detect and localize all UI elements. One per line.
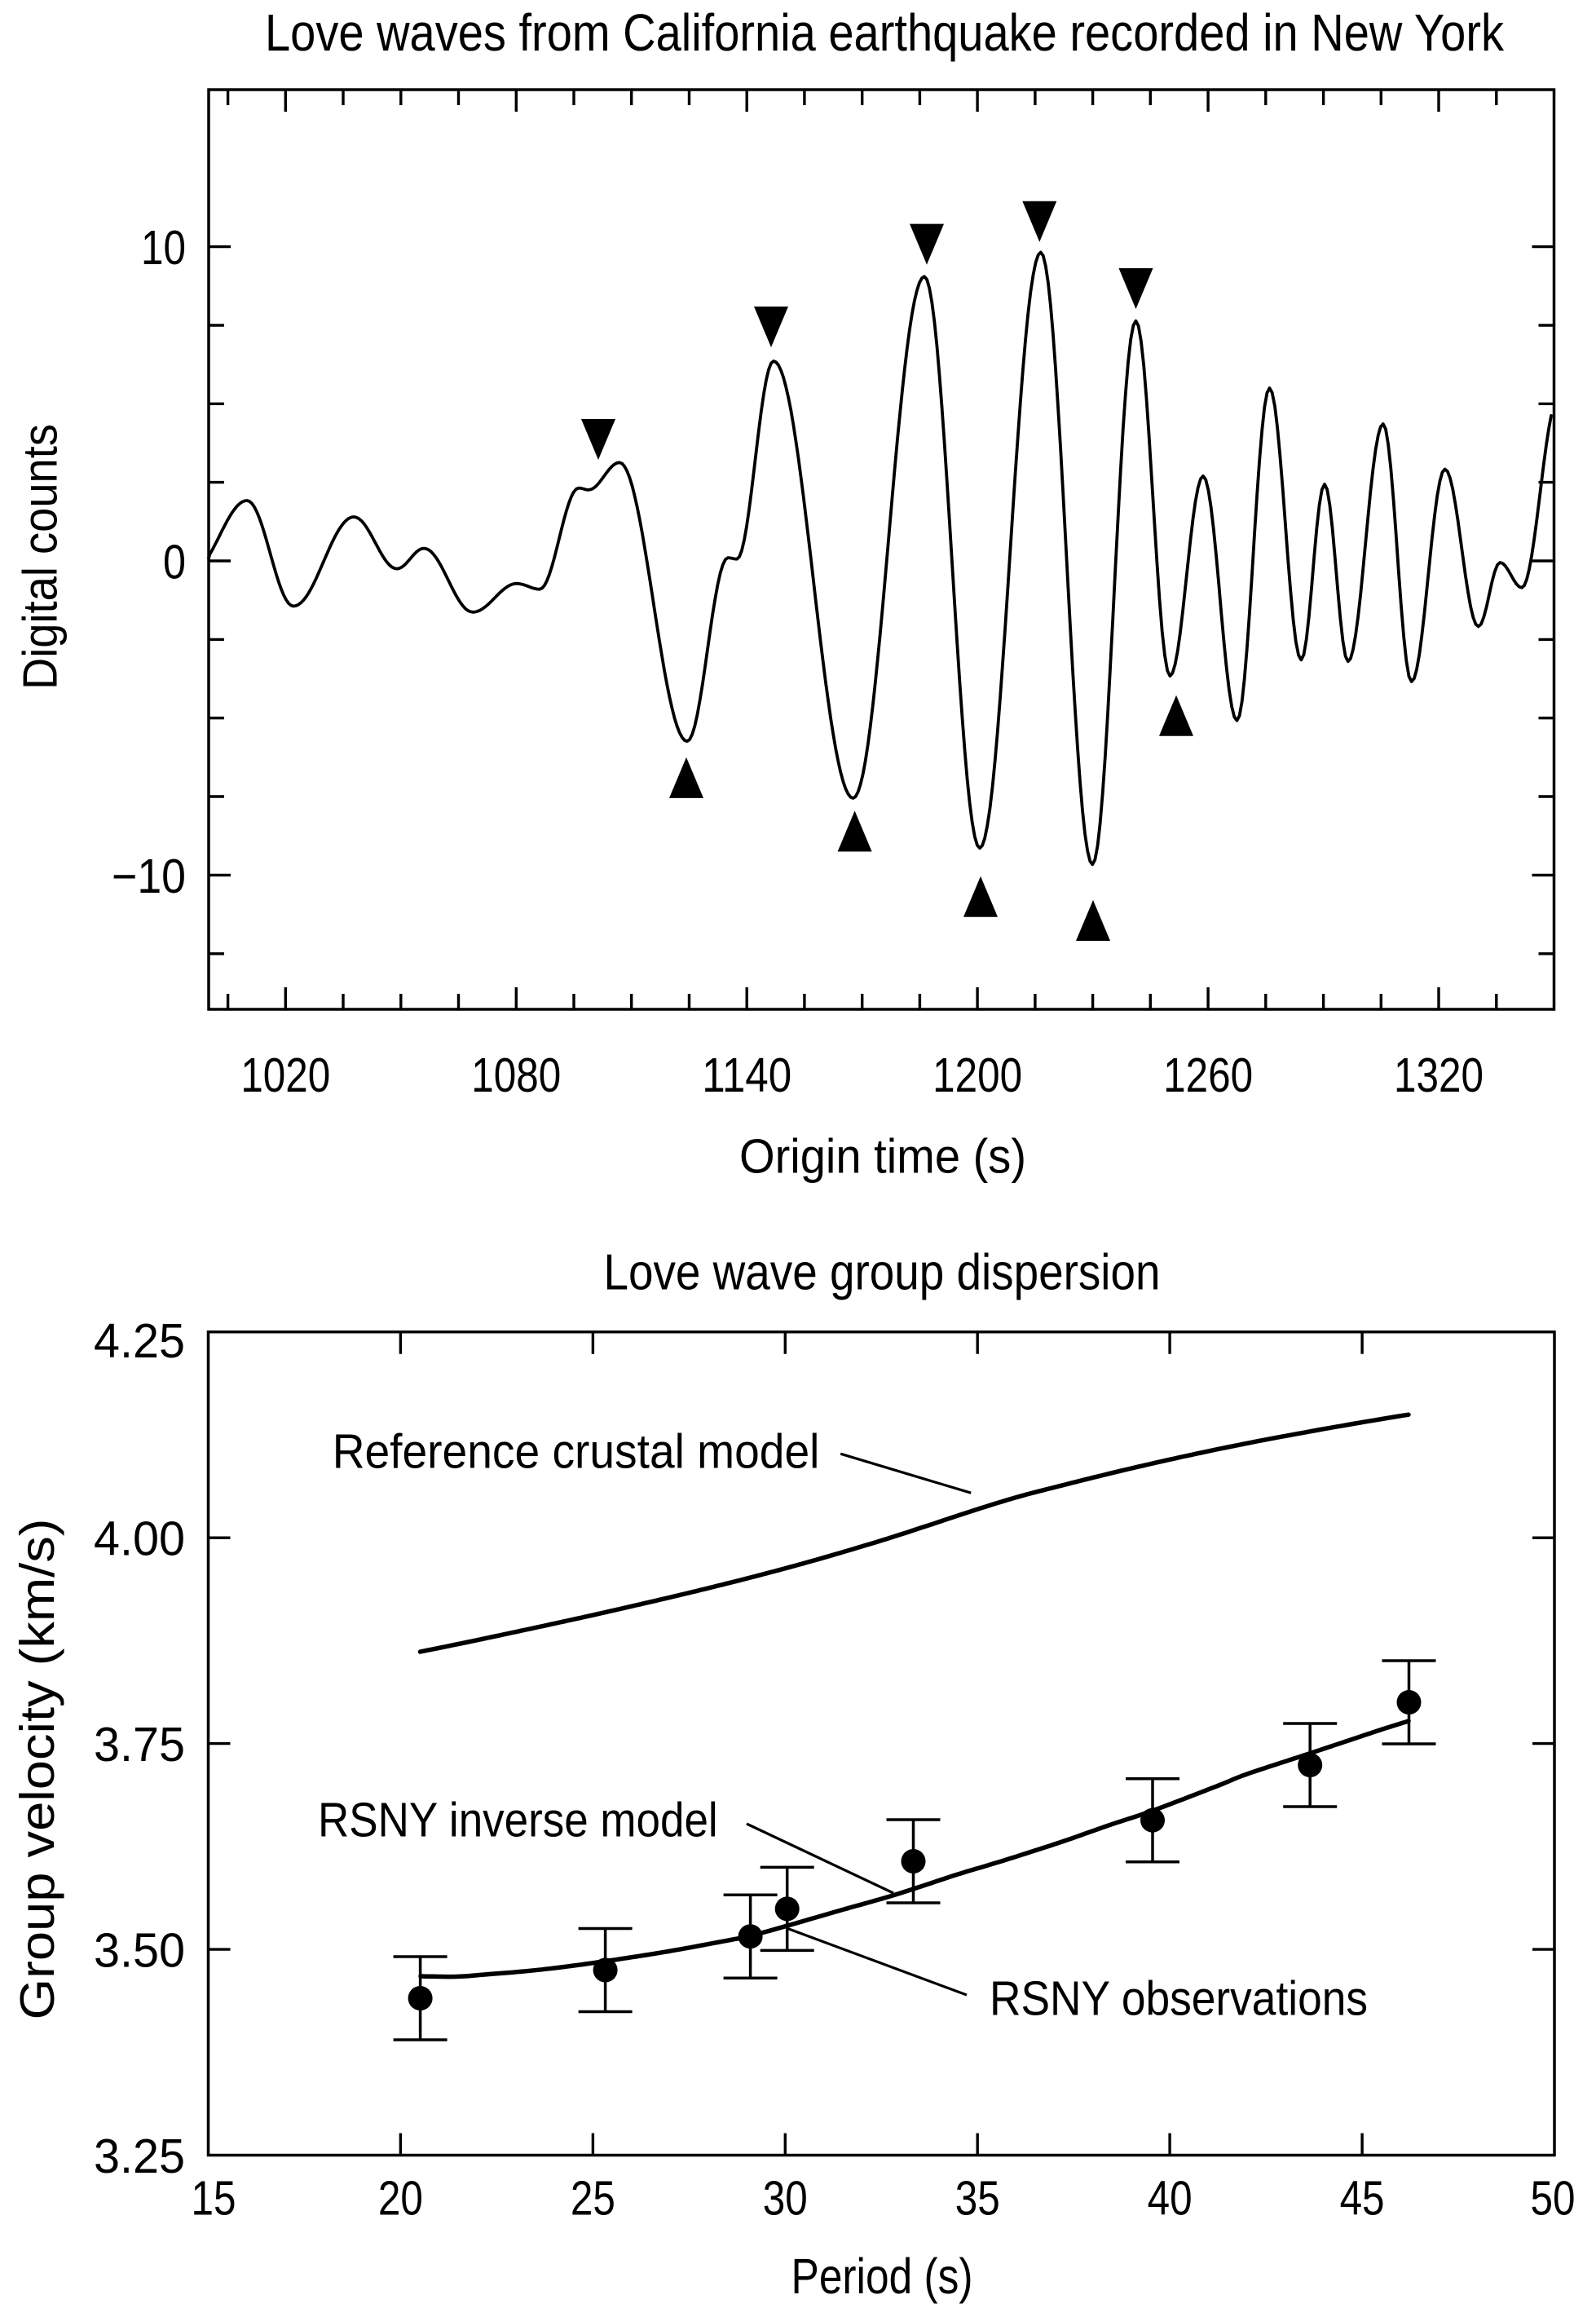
svg-text:4.25: 4.25 xyxy=(94,1314,185,1368)
svg-text:1320: 1320 xyxy=(1394,1048,1484,1102)
svg-text:Reference crustal model: Reference crustal model xyxy=(333,1425,820,1479)
svg-text:Group velocity (km/s): Group velocity (km/s) xyxy=(11,1519,64,2020)
svg-text:30: 30 xyxy=(763,2172,808,2226)
svg-text:RSNY inverse model: RSNY inverse model xyxy=(318,1794,718,1847)
svg-text:−10: −10 xyxy=(112,850,186,903)
svg-text:3.25: 3.25 xyxy=(94,2129,185,2183)
svg-text:3.50: 3.50 xyxy=(94,1924,185,1978)
svg-text:20: 20 xyxy=(378,2172,423,2226)
svg-text:RSNY observations: RSNY observations xyxy=(990,1971,1368,2025)
svg-text:3.75: 3.75 xyxy=(94,1718,185,1772)
svg-text:1200: 1200 xyxy=(932,1048,1022,1102)
svg-text:Period (s): Period (s) xyxy=(791,2249,973,2304)
svg-text:Love waves from California ear: Love waves from California earthquake re… xyxy=(265,3,1505,62)
svg-text:1260: 1260 xyxy=(1163,1048,1253,1102)
svg-text:Origin time (s): Origin time (s) xyxy=(739,1129,1026,1183)
svg-text:Digital counts: Digital counts xyxy=(14,424,68,690)
svg-text:25: 25 xyxy=(571,2172,615,2226)
svg-text:Love wave group dispersion: Love wave group dispersion xyxy=(604,1244,1161,1300)
svg-text:0: 0 xyxy=(163,536,186,589)
svg-text:50: 50 xyxy=(1531,2172,1576,2226)
svg-text:15: 15 xyxy=(192,2172,236,2226)
svg-text:1140: 1140 xyxy=(702,1048,791,1102)
svg-text:45: 45 xyxy=(1340,2172,1385,2226)
svg-text:1020: 1020 xyxy=(240,1048,330,1102)
svg-text:4.00: 4.00 xyxy=(94,1512,185,1566)
svg-text:1080: 1080 xyxy=(471,1048,561,1102)
svg-text:35: 35 xyxy=(955,2172,1000,2226)
svg-text:10: 10 xyxy=(141,221,186,275)
svg-text:40: 40 xyxy=(1148,2172,1193,2226)
